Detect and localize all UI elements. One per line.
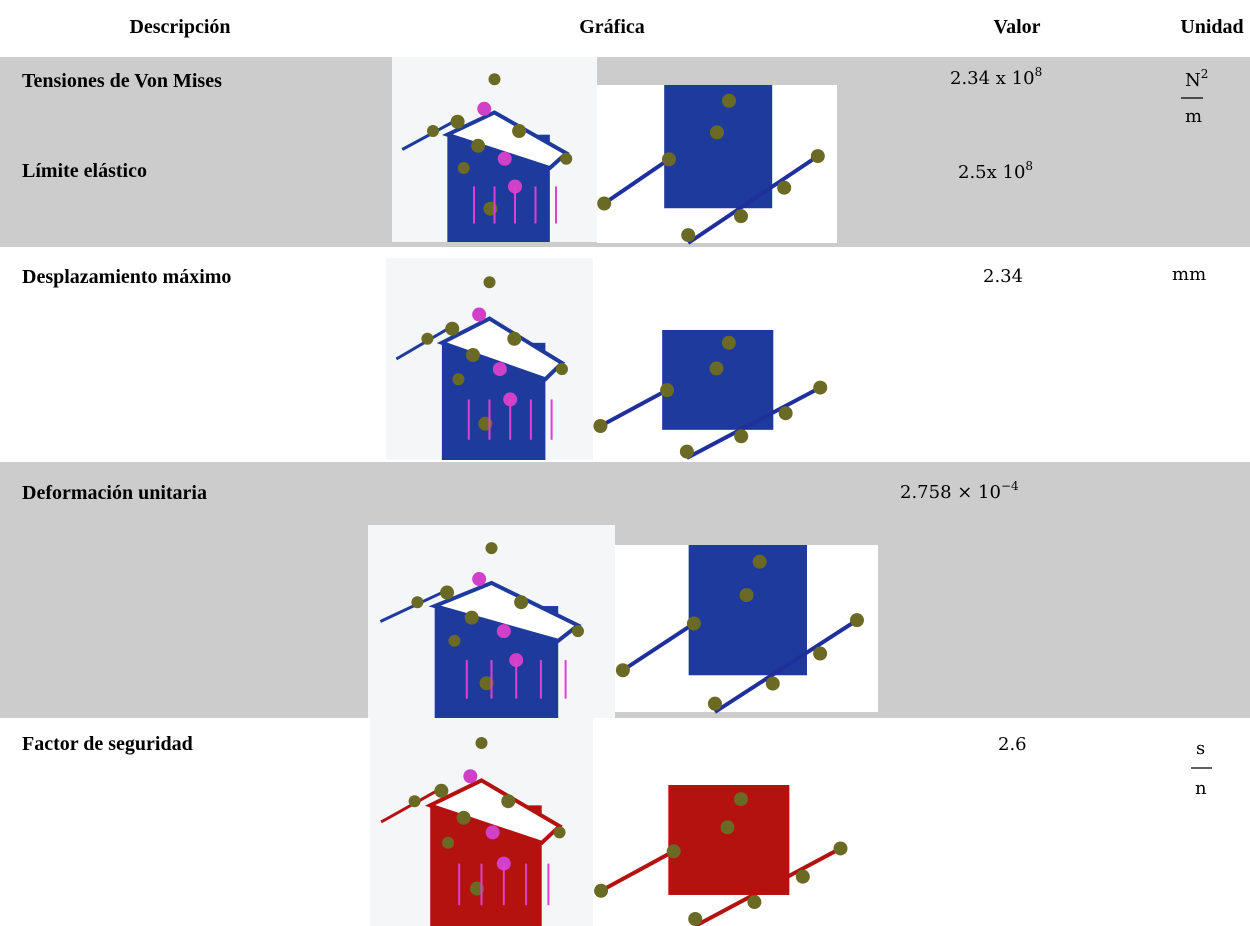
header-cell: Unidad — [1180, 16, 1243, 38]
sphere-marker — [594, 884, 608, 898]
sphere-marker — [734, 209, 748, 223]
sphere-marker — [667, 844, 681, 858]
model-body — [662, 330, 773, 430]
sphere-marker — [434, 784, 448, 798]
results-table: Descripción Gráfica Valor Unidad Tension… — [0, 0, 1250, 926]
sphere-marker — [554, 826, 566, 838]
header-cell: Descripción — [129, 16, 230, 38]
value: 2.34 x 108 — [950, 65, 1042, 89]
sphere-marker — [796, 870, 810, 884]
description: Límite elástico — [22, 160, 147, 182]
sphere-marker — [448, 635, 460, 647]
sphere-marker — [680, 445, 694, 459]
sphere-marker — [427, 125, 439, 137]
sphere-marker — [493, 362, 507, 376]
sphere-marker — [486, 542, 498, 554]
sphere-marker — [710, 125, 724, 139]
unit: mm — [1172, 264, 1206, 285]
model-body — [668, 785, 789, 895]
sphere-marker — [451, 115, 465, 129]
sphere-marker — [722, 336, 736, 350]
value-exponent: 8 — [1035, 65, 1043, 79]
unit-exponent: 2 — [1201, 67, 1209, 81]
sphere-marker — [616, 663, 630, 677]
sphere-marker — [850, 613, 864, 627]
sphere-marker — [811, 149, 825, 163]
sphere-marker — [442, 837, 454, 849]
sphere-marker — [688, 912, 702, 926]
sphere-marker — [445, 322, 459, 336]
sphere-marker — [457, 811, 471, 825]
sphere-marker — [681, 228, 695, 242]
sphere-marker — [512, 124, 526, 138]
sphere-marker — [593, 419, 607, 433]
description: Factor de seguridad — [22, 733, 193, 755]
sphere-marker — [813, 647, 827, 661]
sphere-marker — [813, 381, 827, 395]
sphere-marker — [722, 94, 736, 108]
sphere-marker — [452, 373, 464, 385]
sphere-marker — [833, 841, 847, 855]
header-cell: Gráfica — [579, 16, 645, 38]
sphere-marker — [556, 363, 568, 375]
model-body — [664, 85, 772, 208]
sphere-marker — [409, 795, 421, 807]
sphere-marker — [411, 596, 423, 608]
model-body — [689, 545, 807, 675]
value: 2.6 — [998, 734, 1027, 755]
sphere-marker — [687, 616, 701, 630]
sphere-marker — [766, 677, 780, 691]
value: 2.34 — [983, 266, 1023, 287]
sphere-marker — [466, 348, 480, 362]
sphere-marker — [507, 332, 521, 346]
sphere-marker — [465, 611, 479, 625]
value: 2.5x 108 — [958, 159, 1033, 183]
sphere-marker — [660, 383, 674, 397]
sphere-marker — [486, 825, 500, 839]
sphere-marker — [472, 308, 486, 322]
value-base: 2.34 x 10 — [950, 68, 1035, 89]
sphere-marker — [740, 588, 754, 602]
unit-denominator: m — [1185, 106, 1202, 127]
description: Deformación unitaria — [22, 482, 207, 504]
sphere-marker — [662, 152, 676, 166]
sphere-marker — [472, 572, 486, 586]
sphere-marker — [477, 102, 491, 116]
sphere-marker — [710, 361, 724, 375]
description: Desplazamiento máximo — [22, 266, 231, 288]
sphere-marker — [560, 153, 572, 165]
unit-base: N — [1185, 70, 1201, 91]
sphere-marker — [498, 152, 512, 166]
sphere-marker — [489, 73, 501, 85]
sphere-marker — [721, 820, 735, 834]
value-base: 2.5x 10 — [958, 162, 1025, 183]
description: Tensiones de Von Mises — [22, 70, 222, 92]
sphere-marker — [514, 595, 528, 609]
value-base: 2.758 × 10 — [900, 482, 1001, 503]
sphere-marker — [779, 406, 793, 420]
sphere-marker — [734, 792, 748, 806]
unit-denominator: n — [1195, 778, 1207, 799]
sphere-marker — [597, 197, 611, 211]
sphere-marker — [463, 769, 477, 783]
sphere-marker — [572, 625, 584, 637]
sphere-marker — [484, 276, 496, 288]
sphere-marker — [753, 555, 767, 569]
sphere-marker — [708, 697, 722, 711]
sphere-marker — [734, 429, 748, 443]
unit-numerator: s — [1196, 738, 1205, 759]
sphere-marker — [471, 139, 485, 153]
value-exponent: −4 — [1001, 479, 1019, 493]
sphere-marker — [747, 895, 761, 909]
sphere-marker — [777, 181, 791, 195]
sphere-marker — [440, 586, 454, 600]
sphere-marker — [476, 737, 488, 749]
sphere-marker — [421, 333, 433, 345]
sphere-marker — [497, 624, 511, 638]
value-exponent: 8 — [1025, 159, 1033, 173]
sphere-marker — [458, 162, 470, 174]
sphere-marker — [501, 794, 515, 808]
header-cell: Valor — [993, 16, 1040, 38]
